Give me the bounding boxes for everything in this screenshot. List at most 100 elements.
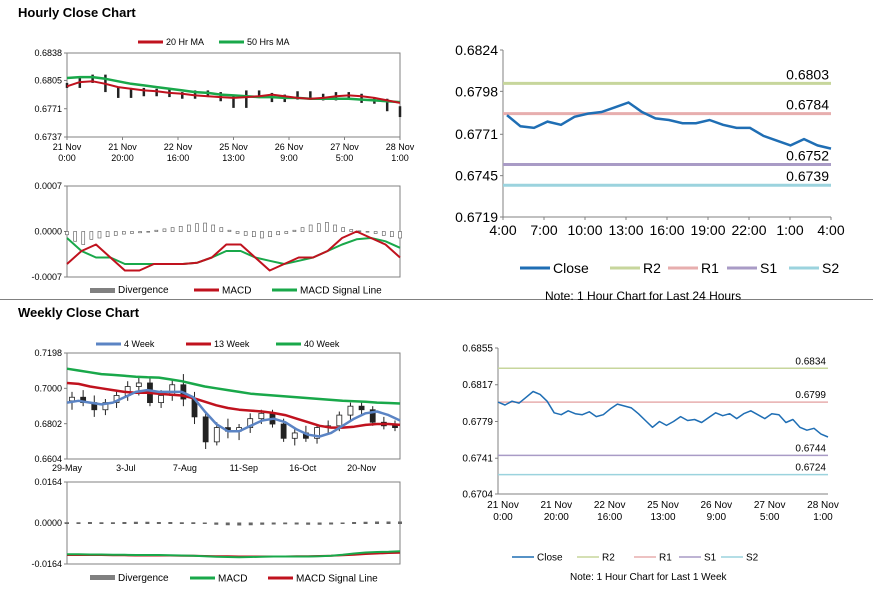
hourly-24h-x-tick: 19:00 [690, 222, 725, 238]
weekly-legend-s2: S2 [746, 553, 759, 564]
hourly-price-x-tick: 26 Nov [275, 142, 304, 152]
hourly-price-x-tick: 20:00 [111, 153, 134, 163]
weekly-candle-body [158, 395, 165, 404]
weekly-1w-x-tick: 20:00 [544, 512, 569, 523]
weekly-candle-body [336, 414, 343, 427]
hourly-24h-x-tick: 4:00 [489, 222, 516, 238]
weekly-divergence-bar [352, 522, 357, 524]
hourly-price-x-tick: 27 Nov [330, 142, 359, 152]
hourly-divergence-bar [122, 231, 126, 235]
weekly-candle-body [247, 418, 254, 428]
weekly-price-x-tick: 3-Jul [116, 463, 136, 473]
hourly-level-label-s2: 0.6739 [786, 168, 829, 184]
hourly-24h-x-tick: 7:00 [530, 222, 557, 238]
weekly-macd-frame [66, 481, 401, 565]
hourly-price-y-tick: 0.6771 [34, 104, 62, 114]
weekly-1w-x-tick: 21 Nov [540, 500, 572, 511]
weekly-divergence-bar [398, 521, 402, 524]
weekly-close-line [497, 390, 829, 438]
hourly-divergence-bar [105, 231, 110, 237]
weekly-legend-close: Close [537, 553, 563, 564]
hourly-legend-r1: R1 [701, 260, 719, 276]
hourly-divergence-bar [81, 231, 86, 245]
hourly-divergence-bar [113, 231, 118, 236]
hourly-50hr-ma-line [66, 75, 401, 104]
legend-divergence-swatch [90, 288, 115, 293]
hourly-divergence-bar [170, 227, 175, 232]
legend-divergence: Divergence [118, 285, 169, 296]
legend-20hr-ma: 20 Hr MA [166, 37, 204, 47]
weekly-divergence-bar [87, 522, 92, 524]
hourly-divergence-bar [292, 229, 297, 232]
hourly-price-x-tick: 21 Nov [108, 142, 137, 152]
hourly-price-x-tick: 5:00 [336, 153, 354, 163]
weekly-divergence-bar [225, 522, 230, 526]
legend-macd: MACD [222, 286, 251, 297]
weekly-divergence-bar [110, 522, 115, 524]
weekly-1w-x-tick: 9:00 [707, 512, 727, 523]
hourly-price-x-tick: 0:00 [58, 153, 76, 163]
hourly-divergence-bar [365, 231, 370, 233]
hourly-24h-y-tick: 0.6745 [455, 168, 498, 184]
weekly-candle-body [392, 425, 398, 428]
weekly-candle-body [258, 412, 265, 420]
weekly-legend-s1: S1 [704, 553, 717, 564]
weekly-divergence-bar [214, 522, 219, 525]
hourly-macd-y-tick: 0.0000 [34, 227, 62, 237]
weekly-1w-x-tick: 21 Nov [487, 500, 519, 511]
weekly-divergence-bar [145, 521, 150, 524]
weekly-candle-body [202, 416, 209, 443]
weekly-price-x-tick: 11-Sep [230, 463, 258, 473]
hourly-legend-s1: S1 [760, 260, 777, 276]
weekly-1w-y-tick: 0.6855 [462, 344, 493, 355]
hourly-divergence-bar [276, 231, 280, 236]
hourly-24h-y-tick: 0.6771 [455, 126, 498, 142]
hourly-divergence-bar [284, 231, 289, 234]
weekly-price-y-tick: 0.6802 [34, 419, 62, 429]
hourly-divergence-bar [97, 231, 102, 239]
hourly-20hr-ma-line [66, 80, 401, 104]
weekly-price-y-tick: 0.7198 [34, 348, 62, 358]
weekly-macd-y-tick: 0.0000 [34, 518, 62, 528]
hourly-note: Note: 1 Hour Chart for Last 24 Hours [545, 289, 742, 303]
weekly-divergence-bar [283, 522, 288, 525]
weekly-divergence-bar [363, 521, 368, 524]
weekly-1w-x-tick: 1:00 [813, 512, 833, 523]
hourly-divergence-bar [398, 231, 402, 239]
weekly-divergence-bar [179, 522, 184, 524]
hourly-price-x-tick: 28 Nov [386, 142, 415, 152]
hourly-24h-y-tick: 0.6798 [455, 83, 498, 99]
weekly-level-label-s1: 0.6744 [795, 443, 826, 454]
weekly-legend-divergence-swatch [90, 575, 115, 580]
weekly-1w-y-tick: 0.6817 [462, 380, 493, 391]
hourly-legend-r2: R2 [643, 260, 661, 276]
hourly-24h-x-tick: 10:00 [567, 222, 602, 238]
weekly-legend-r2: R2 [602, 553, 615, 564]
weekly-divergence-bar [99, 522, 104, 524]
hourly-24h-y-tick: 0.6719 [455, 209, 498, 225]
weekly-divergence-bar [317, 522, 322, 525]
weekly-candle-body [369, 409, 376, 423]
hourly-macd-y-tick: -0.0007 [31, 272, 62, 282]
hourly-close-line [506, 101, 832, 150]
weekly-divergence-bar [248, 522, 253, 526]
weekly-divergence-bar [122, 522, 127, 524]
weekly-candle-body [280, 423, 287, 439]
hourly-price-x-tick: 21 Nov [53, 142, 82, 152]
hourly-divergence-bar [146, 231, 151, 233]
weekly-1w-x-tick: 27 Nov [754, 500, 786, 511]
hourly-divergence-bar [235, 231, 240, 234]
hourly-divergence-bar [178, 226, 183, 232]
hourly-price-x-tick: 22 Nov [164, 142, 193, 152]
hourly-level-label-r2: 0.6803 [786, 66, 829, 82]
hourly-price-x-tick: 9:00 [280, 153, 298, 163]
hourly-divergence-bar [73, 231, 77, 242]
hourly-divergence-bar [211, 224, 215, 232]
weekly-note: Note: 1 Hour Chart for Last 1 Week [570, 572, 727, 583]
weekly-level-label-s2: 0.6724 [795, 463, 826, 474]
weekly-level-label-r1: 0.6799 [795, 390, 826, 401]
hourly-divergence-bar [300, 227, 305, 232]
weekly-divergence-bar [156, 522, 161, 524]
weekly-divergence-bar [237, 522, 242, 526]
hourly-legend-s2: S2 [822, 260, 839, 276]
